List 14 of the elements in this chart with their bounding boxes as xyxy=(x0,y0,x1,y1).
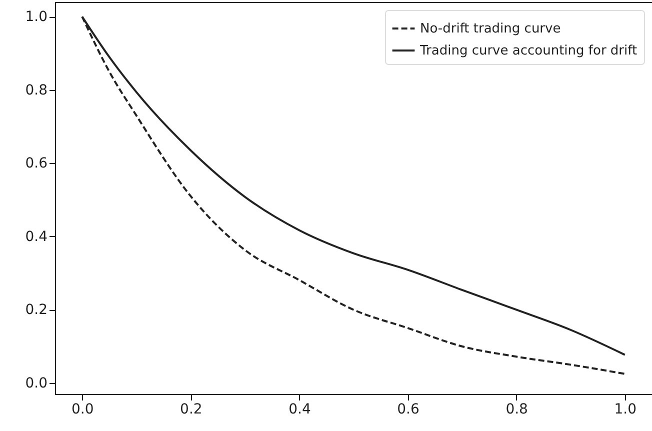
legend-label: No-drift trading curve xyxy=(420,22,561,36)
x-tick-label: 0.6 xyxy=(397,402,420,418)
y-tick-label: 0.2 xyxy=(25,302,48,318)
legend-label: Trading curve accounting for drift xyxy=(419,44,638,58)
y-tick-label: 0.0 xyxy=(25,376,48,392)
x-tick-label: 0.2 xyxy=(180,402,202,418)
y-tick-label: 0.6 xyxy=(25,156,48,172)
x-tick-label: 0.0 xyxy=(72,402,94,418)
y-tick-label: 1.0 xyxy=(25,9,48,26)
x-tick-label: 0.4 xyxy=(288,402,311,418)
y-tick-label: 0.8 xyxy=(25,82,48,98)
x-tick-label: 1.0 xyxy=(614,402,636,418)
x-tick-label: 0.8 xyxy=(506,402,528,418)
y-tick-label: 0.4 xyxy=(25,228,48,245)
